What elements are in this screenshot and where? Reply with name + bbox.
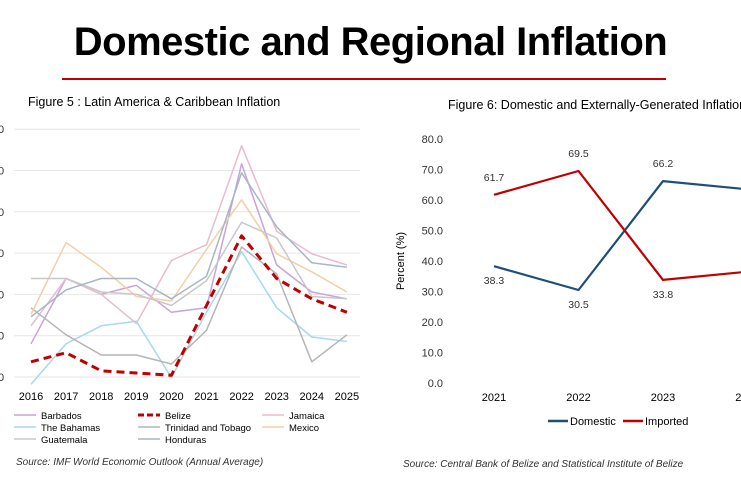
x-tick-label: 2022 — [566, 392, 590, 404]
y-tick-label: 20.0 — [422, 317, 443, 329]
y-tick-label: 0 — [0, 372, 4, 384]
x-tick-label: 2021 — [194, 391, 218, 403]
figure-5-chart: 0 0 0 0 0 0 0 2016 2017 2018 2019 2020 2021 2022 2023 2… — [0, 124, 360, 446]
y-tick-label: 60.0 — [422, 195, 443, 207]
legend-label: Trinidad and Tobago — [165, 423, 251, 434]
y-tick-label: 0 — [0, 248, 4, 260]
data-label: 66.2 — [653, 158, 674, 170]
page-title: Domestic and Regional Inflation — [73, 20, 668, 64]
series-line-mexico — [30, 199, 348, 315]
x-tick-label: 2018 — [89, 391, 113, 403]
x-tick-label: 2021 — [482, 392, 506, 404]
y-tick-label: 0 — [0, 166, 4, 178]
y-tick-label: 0 — [0, 289, 4, 301]
legend-label: Guatemala — [41, 435, 88, 446]
series-line-honduras — [30, 172, 347, 318]
data-label: 61.7 — [484, 172, 505, 184]
y-tick-label: 0.0 — [428, 378, 443, 390]
data-label: 69.5 — [568, 148, 589, 160]
data-label: 33.8 — [653, 289, 674, 301]
figure-6-chart: 0.0 10.0 20.0 30.0 40.0 50.0 60.0 70.0 80.0 Perce… — [395, 134, 741, 428]
y-tick-label: 0 — [0, 331, 4, 343]
x-tick-label: 2017 — [54, 391, 78, 403]
legend-label: The Bahamas — [41, 423, 100, 434]
title-underline — [62, 78, 666, 80]
series-line-guatemala — [31, 221, 347, 307]
x-tick-label: 2019 — [124, 391, 148, 403]
series-line-trinidad-and-tobago — [30, 246, 348, 365]
legend-label: Jamaica — [289, 411, 325, 422]
y-axis-label: Percent (%) — [395, 232, 407, 290]
x-tick-label: 2025 — [335, 391, 359, 403]
y-tick-label: 50.0 — [422, 226, 443, 238]
y-tick-label: 80.0 — [422, 134, 443, 146]
series-line-belize — [30, 234, 348, 377]
series-line-jamaica — [30, 144, 348, 327]
legend-label: Domestic — [570, 416, 616, 428]
legend-label: Barbados — [41, 411, 82, 422]
legend-label: Honduras — [165, 435, 206, 446]
figure-6-title: Figure 6: Domestic and Externally-Genera… — [448, 98, 741, 112]
figure-5-source: Source: IMF World Economic Outlook (Annu… — [16, 457, 264, 468]
series-line-the-bahamas — [30, 250, 347, 385]
x-tick-label: 2022 — [229, 391, 253, 403]
figure-6-source: Source: Central Bank of Belize and Stati… — [403, 459, 684, 470]
data-label: 30.5 — [568, 299, 589, 311]
legend-label: Belize — [165, 411, 191, 422]
y-tick-label: 0 — [0, 207, 4, 219]
x-tick-label: 2024 — [300, 391, 324, 403]
series-line-domestic — [493, 179, 741, 292]
x-tick-label: 2024 — [735, 392, 741, 404]
x-tick-label: 2023 — [264, 391, 288, 403]
y-tick-label: 0 — [0, 124, 4, 136]
data-label: 38.3 — [484, 275, 505, 287]
y-tick-label: 40.0 — [422, 256, 443, 268]
x-tick-label: 2020 — [159, 391, 183, 403]
x-tick-label: 2016 — [19, 391, 43, 403]
series-line-barbados — [30, 163, 348, 345]
legend-label: Mexico — [289, 423, 319, 434]
y-tick-label: 10.0 — [422, 348, 443, 360]
y-tick-label: 30.0 — [422, 287, 443, 299]
legend-label: Imported — [645, 416, 688, 428]
figure-5-title: Figure 5 : Latin America & Caribbean Inf… — [28, 95, 281, 109]
series-line-imported — [493, 169, 741, 281]
x-tick-label: 2023 — [651, 392, 675, 404]
y-tick-label: 70.0 — [422, 165, 443, 177]
